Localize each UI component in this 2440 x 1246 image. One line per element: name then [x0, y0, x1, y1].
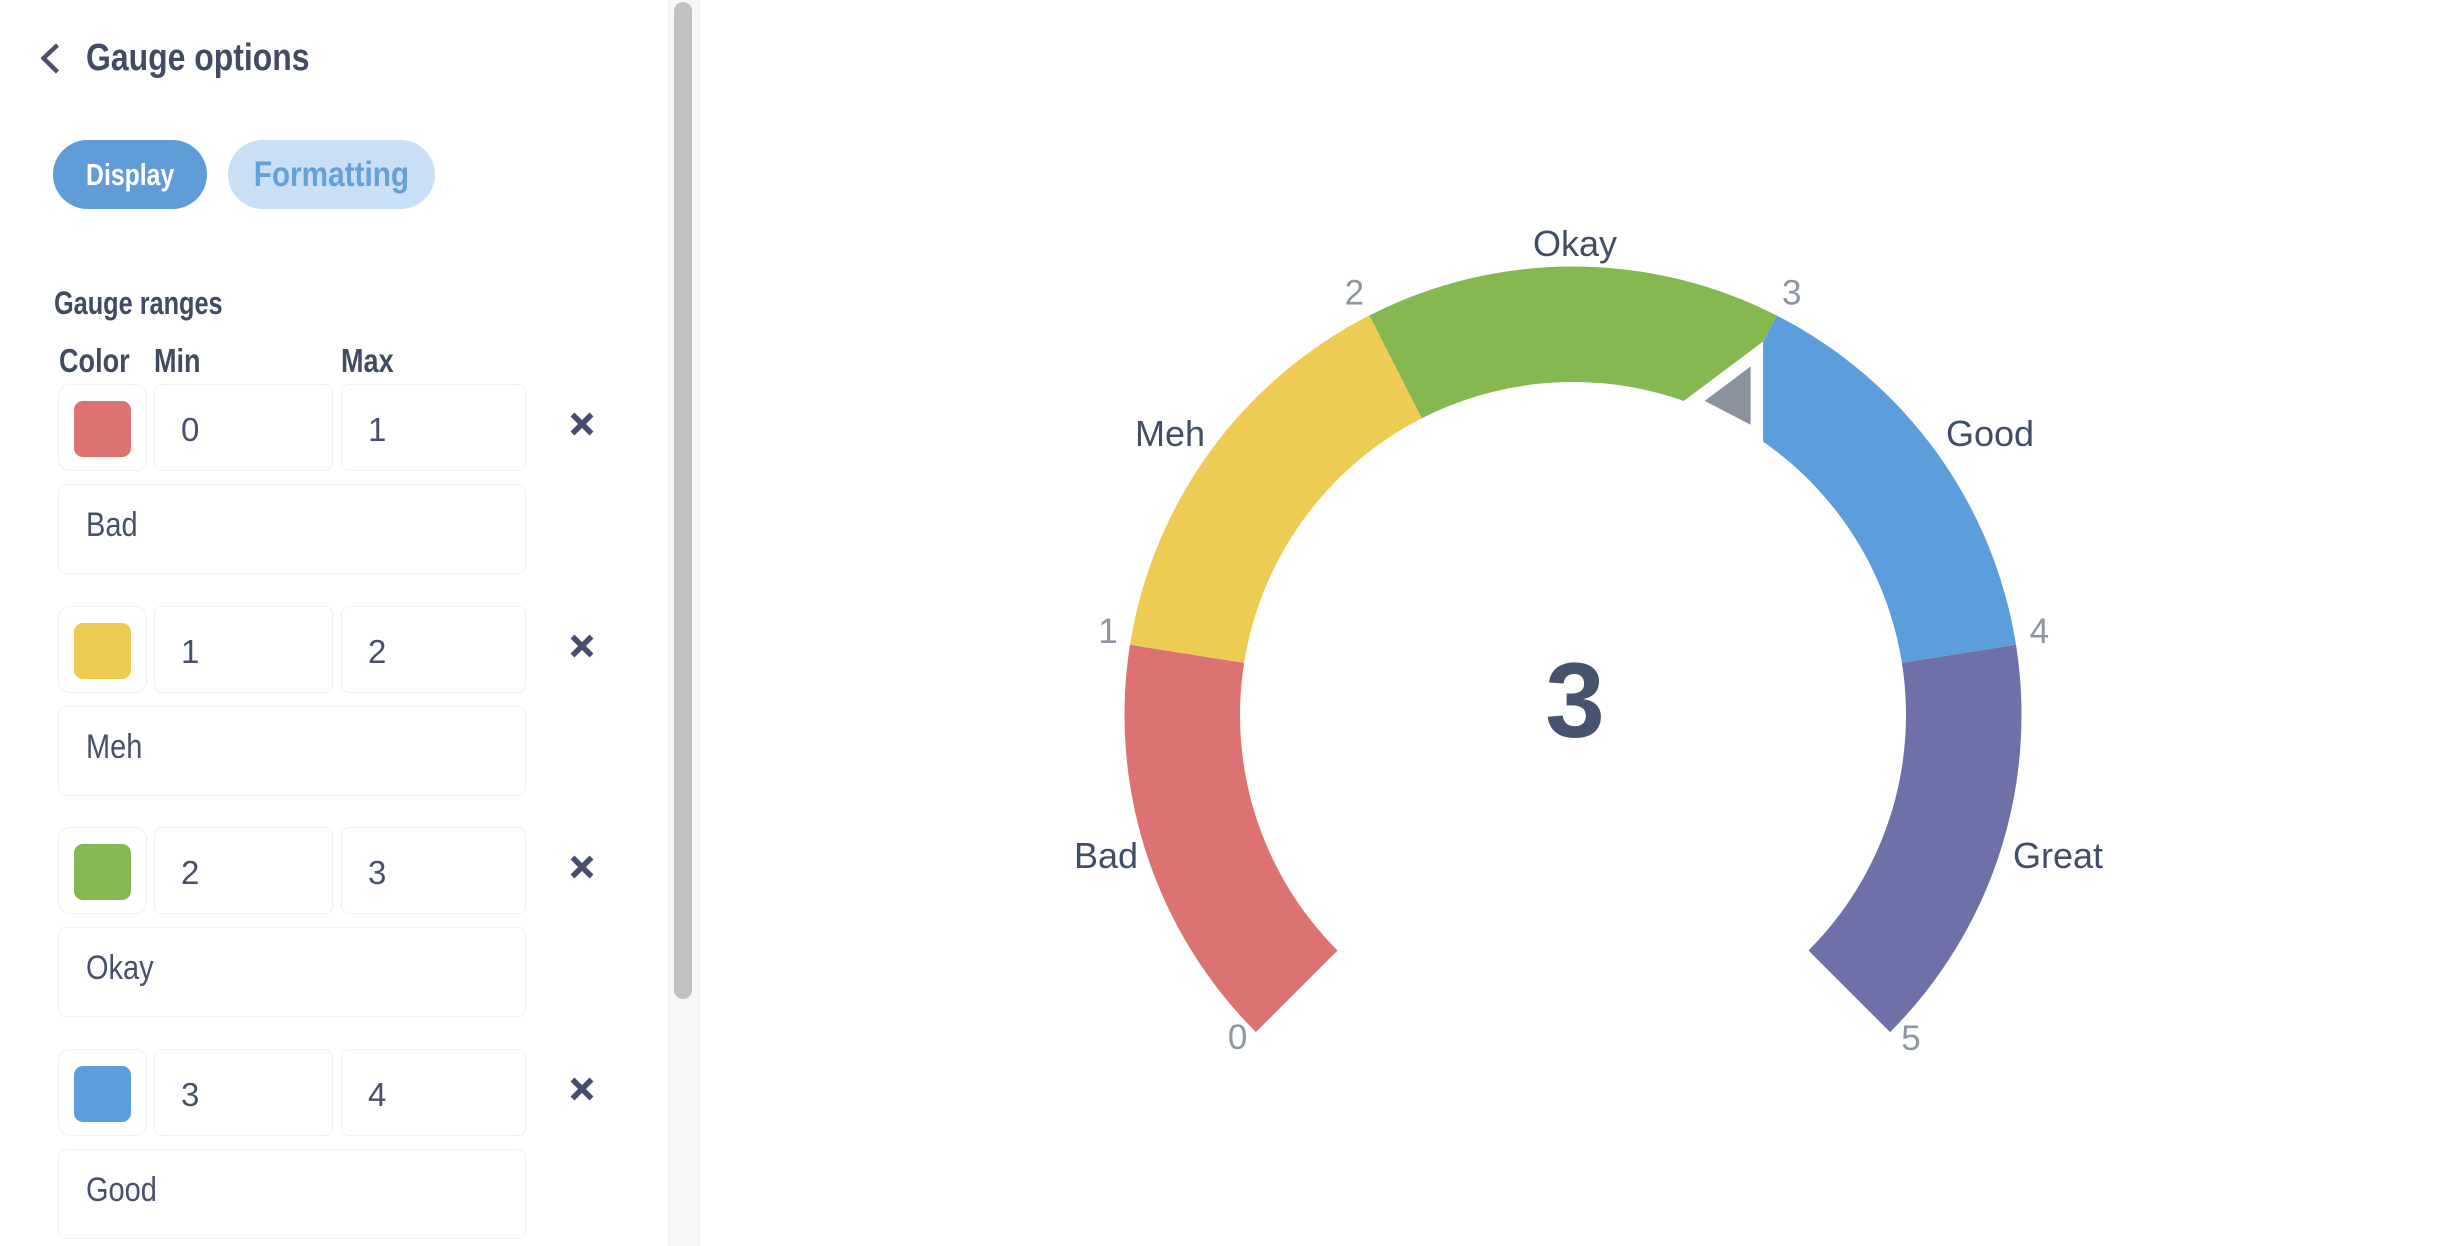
- svg-text:Bad: Bad: [1074, 835, 1138, 876]
- svg-text:Good: Good: [1946, 413, 2034, 454]
- svg-text:5: 5: [1901, 1019, 1920, 1058]
- svg-text:4: 4: [2030, 612, 2049, 651]
- svg-text:Great: Great: [2013, 835, 2103, 876]
- svg-text:3: 3: [1782, 274, 1801, 313]
- svg-text:2: 2: [1345, 274, 1364, 313]
- svg-text:Okay: Okay: [1533, 223, 1617, 264]
- svg-text:1: 1: [1098, 612, 1117, 651]
- svg-text:3: 3: [1545, 640, 1605, 760]
- svg-text:Meh: Meh: [1135, 413, 1205, 454]
- svg-text:0: 0: [1228, 1018, 1247, 1057]
